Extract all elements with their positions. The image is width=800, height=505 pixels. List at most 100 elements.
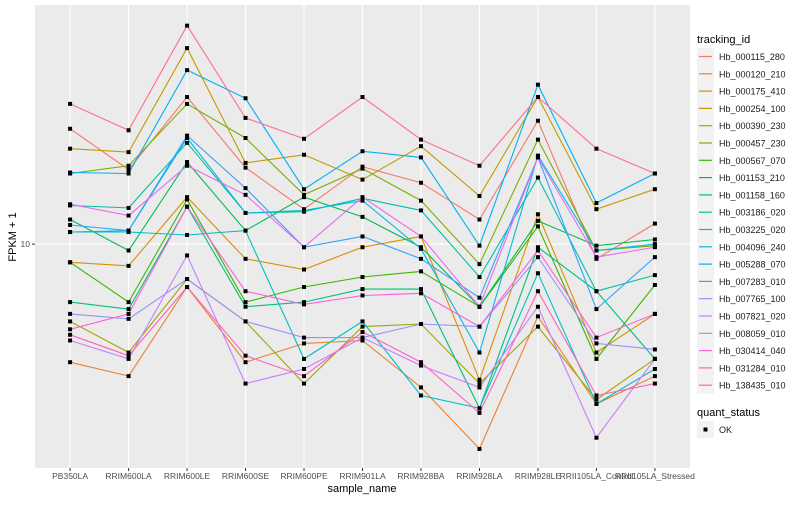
data-point-Hb_000254_100 bbox=[126, 150, 131, 155]
data-point-Hb_000567_070 bbox=[594, 356, 599, 361]
data-point-Hb_004096_240 bbox=[477, 350, 482, 355]
data-point-Hb_031284_010 bbox=[477, 410, 482, 415]
data-point-Hb_003225_020 bbox=[477, 406, 482, 411]
legend-label: Hb_000457_230 bbox=[719, 139, 786, 149]
data-point-Hb_031284_010 bbox=[652, 381, 657, 386]
data-point-Hb_001158_160 bbox=[535, 245, 540, 250]
data-point-Hb_007821_020 bbox=[418, 363, 423, 368]
data-point-Hb_031284_010 bbox=[243, 353, 248, 358]
data-point-Hb_007765_100 bbox=[594, 341, 599, 346]
data-point-Hb_031284_010 bbox=[418, 360, 423, 365]
data-point-Hb_000175_410 bbox=[594, 350, 599, 355]
data-point-Hb_000254_100 bbox=[360, 177, 365, 182]
data-point-Hb_000175_410 bbox=[243, 256, 248, 261]
data-point-Hb_000115_280 bbox=[477, 217, 482, 222]
data-point-Hb_003225_020 bbox=[535, 271, 540, 276]
data-point-Hb_030414_040 bbox=[302, 302, 307, 307]
data-point-Hb_007283_010 bbox=[360, 234, 365, 239]
data-point-Hb_000390_230 bbox=[126, 350, 131, 355]
data-point-Hb_030414_040 bbox=[535, 248, 540, 253]
data-point-Hb_007821_020 bbox=[302, 367, 307, 372]
data-point-Hb_000115_280 bbox=[652, 221, 657, 226]
y-tick-label: 10 bbox=[21, 239, 31, 249]
data-point-Hb_000120_210 bbox=[418, 385, 423, 390]
data-point-Hb_005288_070 bbox=[418, 155, 423, 160]
data-point-Hb_001158_160 bbox=[302, 300, 307, 305]
data-point-Hb_031284_010 bbox=[360, 330, 365, 335]
data-point-Hb_003186_020 bbox=[418, 208, 423, 213]
data-point-Hb_000115_280 bbox=[535, 118, 540, 123]
data-point-Hb_007765_100 bbox=[652, 347, 657, 352]
data-point-Hb_000567_070 bbox=[418, 269, 423, 274]
data-point-Hb_000175_410 bbox=[185, 195, 190, 200]
data-point-Hb_003186_020 bbox=[126, 205, 131, 210]
data-point-Hb_138435_010 bbox=[68, 101, 73, 106]
data-point-Hb_138435_010 bbox=[594, 146, 599, 151]
data-point-Hb_007765_100 bbox=[418, 321, 423, 326]
legend-label: Hb_001153_210 bbox=[719, 173, 785, 183]
data-point-Hb_001158_160 bbox=[243, 304, 248, 309]
data-point-Hb_000567_070 bbox=[302, 285, 307, 290]
data-point-Hb_008059_010 bbox=[302, 245, 307, 250]
data-point-Hb_000390_230 bbox=[594, 397, 599, 402]
data-point-Hb_007283_010 bbox=[68, 222, 73, 227]
legend: tracking_id Hb_000115_280 Hb_000120_210 Hb… bbox=[697, 34, 786, 438]
data-point-Hb_000390_230 bbox=[477, 381, 482, 386]
data-point-Hb_007283_010 bbox=[594, 307, 599, 312]
data-point-Hb_000390_230 bbox=[360, 324, 365, 329]
data-point-Hb_031284_010 bbox=[126, 353, 131, 358]
legend-title: tracking_id bbox=[697, 34, 750, 46]
x-tick-label: RRIM600LE bbox=[164, 471, 211, 481]
data-point-Hb_000567_070 bbox=[243, 300, 248, 305]
data-point-Hb_000567_070 bbox=[652, 282, 657, 287]
data-point-Hb_007765_100 bbox=[185, 276, 190, 281]
legend-label: Hb_003186_020 bbox=[719, 208, 786, 218]
data-point-Hb_000175_410 bbox=[477, 377, 482, 382]
data-point-Hb_000175_410 bbox=[302, 267, 307, 272]
data-point-Hb_007821_020 bbox=[652, 356, 657, 361]
data-point-Hb_001158_160 bbox=[126, 307, 131, 312]
data-point-Hb_005288_070 bbox=[243, 96, 248, 101]
data-point-Hb_138435_010 bbox=[302, 136, 307, 141]
x-tick-label: RRIM928BA bbox=[397, 471, 445, 481]
x-tick-label: RRII105LA_Control bbox=[560, 471, 634, 481]
data-point-Hb_007821_020 bbox=[477, 385, 482, 390]
data-point-Hb_000254_100 bbox=[302, 152, 307, 157]
x-tick-label: RRIM600LA bbox=[105, 471, 152, 481]
data-point-Hb_008059_010 bbox=[360, 195, 365, 200]
data-point-Hb_004096_240 bbox=[302, 208, 307, 213]
data-point-Hb_007283_010 bbox=[477, 295, 482, 300]
data-point-Hb_003225_020 bbox=[243, 228, 248, 233]
data-point-Hb_001153_210 bbox=[535, 218, 540, 223]
data-point-Hb_138435_010 bbox=[477, 163, 482, 168]
data-point-Hb_003225_020 bbox=[418, 393, 423, 398]
legend-label: Hb_005288_070 bbox=[719, 260, 786, 270]
legend-label: Hb_001158_160 bbox=[719, 190, 785, 200]
data-point-Hb_000120_210 bbox=[68, 360, 73, 365]
data-point-Hb_007283_010 bbox=[652, 255, 657, 260]
shape-legend-title: quant_status bbox=[697, 407, 760, 419]
legend-label: Hb_007821_020 bbox=[719, 312, 786, 322]
data-point-Hb_001153_210 bbox=[68, 217, 73, 222]
data-point-Hb_004096_240 bbox=[68, 230, 73, 235]
data-point-Hb_008059_010 bbox=[418, 234, 423, 239]
data-point-Hb_000115_280 bbox=[68, 126, 73, 131]
data-point-Hb_000175_410 bbox=[126, 263, 131, 268]
data-point-Hb_000567_070 bbox=[68, 260, 73, 265]
data-point-Hb_003225_020 bbox=[594, 401, 599, 406]
legend-label: Hb_007283_010 bbox=[719, 277, 786, 287]
data-point-Hb_000390_230 bbox=[535, 324, 540, 329]
data-point-Hb_030414_040 bbox=[418, 291, 423, 296]
legend-label: Hb_000567_070 bbox=[719, 156, 786, 166]
data-point-Hb_000115_280 bbox=[185, 95, 190, 100]
data-point-Hb_004096_240 bbox=[185, 136, 190, 141]
legend-label: Hb_000390_230 bbox=[719, 121, 786, 131]
data-point-Hb_004096_240 bbox=[418, 246, 423, 251]
data-point-Hb_030414_040 bbox=[652, 311, 657, 316]
data-point-Hb_007283_010 bbox=[243, 186, 248, 191]
data-point-Hb_031284_010 bbox=[68, 332, 73, 337]
data-point-Hb_007821_020 bbox=[126, 356, 131, 361]
data-point-Hb_007821_020 bbox=[360, 335, 365, 340]
data-point-Hb_001153_210 bbox=[302, 195, 307, 200]
